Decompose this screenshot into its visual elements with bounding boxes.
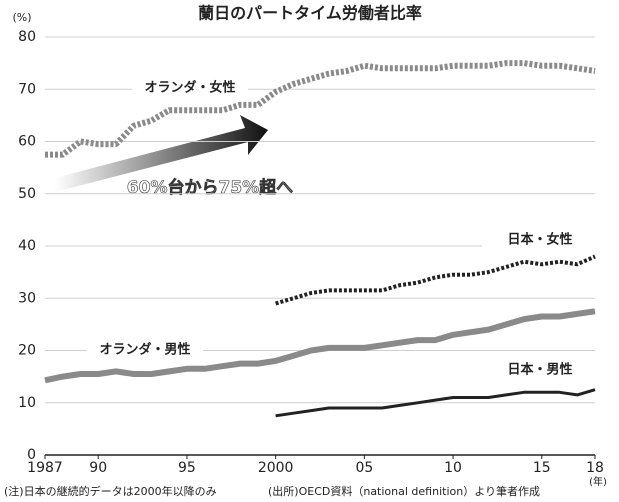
y-tick-label: 10 bbox=[18, 395, 36, 411]
y-tick-label: 40 bbox=[18, 238, 36, 254]
y-tick-label: 80 bbox=[18, 29, 36, 45]
series-label: オランダ・男性 bbox=[99, 342, 190, 358]
x-tick-label: 15 bbox=[533, 460, 551, 476]
x-tick-label: 1987 bbox=[27, 460, 63, 476]
x-tick-label: 05 bbox=[355, 460, 373, 476]
x-unit: (年) bbox=[589, 475, 607, 488]
y-tick-label: 0 bbox=[27, 447, 36, 463]
series-label-box bbox=[482, 229, 598, 251]
y-tick-label: 60 bbox=[18, 134, 36, 150]
note: (注)日本の継続的データは2000年以降のみ bbox=[4, 484, 217, 498]
series-line bbox=[275, 388, 596, 418]
series-line bbox=[45, 60, 596, 158]
y-tick-label: 20 bbox=[18, 343, 36, 359]
series-line bbox=[275, 254, 596, 306]
note: (出所)OECD資料（national definition）より筆者作成 bbox=[268, 484, 540, 498]
series-label-box bbox=[132, 77, 248, 99]
series-label: 日本・男性 bbox=[507, 362, 572, 378]
y-unit: (%) bbox=[12, 11, 31, 24]
chart-title: 蘭日のパートタイム労働者比率 bbox=[198, 4, 422, 23]
x-tick-label: 10 bbox=[444, 460, 462, 476]
x-tick-label: 90 bbox=[89, 460, 107, 476]
annotation: 60%台から75%超へ bbox=[127, 177, 293, 198]
y-tick-label: 30 bbox=[18, 290, 36, 306]
series-line bbox=[44, 308, 596, 384]
series-label: 日本・女性 bbox=[507, 232, 572, 248]
y-tick-label: 50 bbox=[18, 186, 36, 202]
series-label-box bbox=[482, 359, 598, 381]
x-tick-label: 2000 bbox=[258, 460, 294, 476]
x-tick-label: 95 bbox=[178, 460, 196, 476]
series-label-box bbox=[87, 339, 203, 361]
y-tick-label: 70 bbox=[18, 81, 36, 97]
series-label: オランダ・女性 bbox=[144, 80, 235, 96]
trend-arrow bbox=[55, 115, 268, 192]
x-tick-label: 18 bbox=[586, 460, 604, 476]
